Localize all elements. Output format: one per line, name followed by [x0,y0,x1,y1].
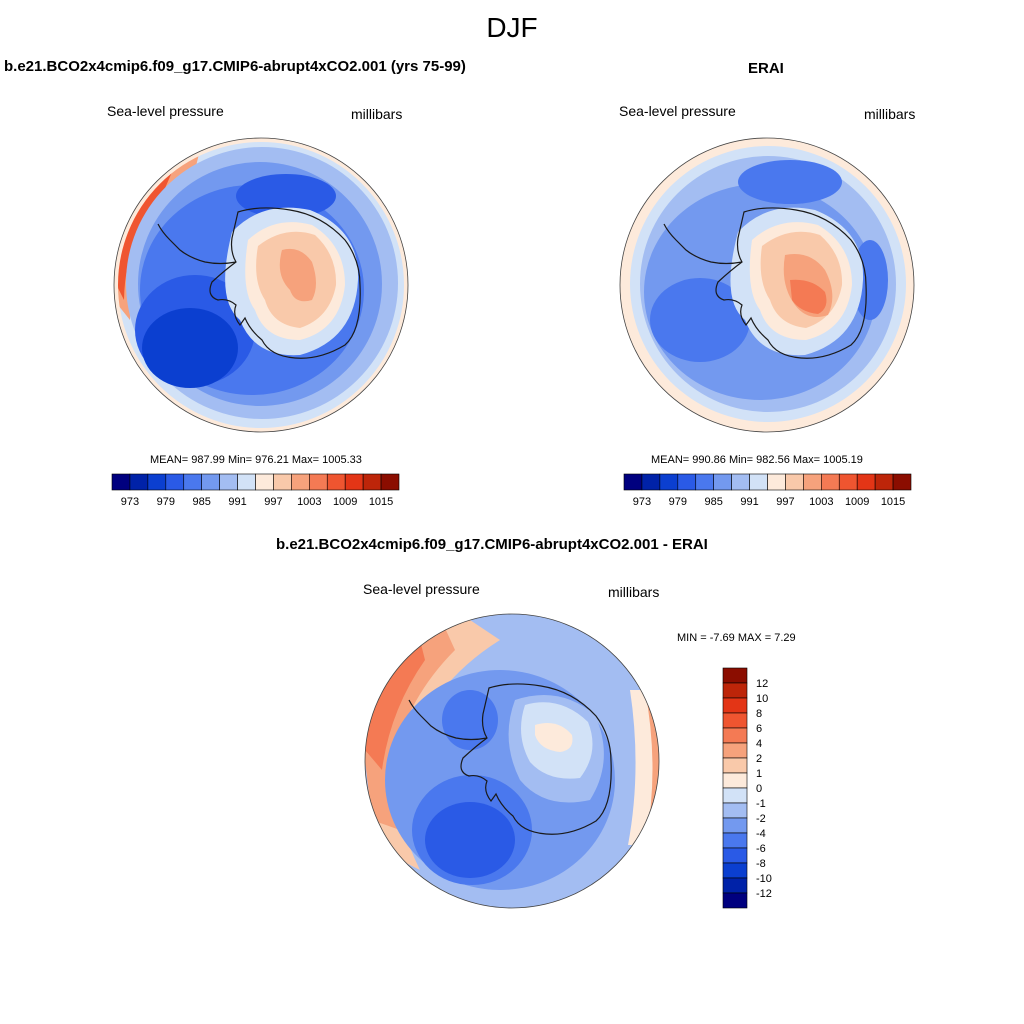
map-model [113,137,409,433]
panel-diff-title: b.e21.BCO2x4cmip6.f09_g17.CMIP6-abrupt4x… [276,536,708,553]
colorbar-diff-tick-label: -2 [756,813,766,825]
colorbar-diff-tick-label: 10 [756,693,768,705]
colorbar-obs-swatch [695,473,714,491]
colorbar-obs: 973 979 985 991 997 1003 1009 1015 [623,473,912,508]
colorbar-diff-swatch [722,892,748,909]
panel-model-units-label: millibars [351,106,403,122]
colorbar-model-tick-label: 1003 [297,496,321,508]
colorbar-diff-swatch [722,757,748,774]
colorbar-diff-swatch [722,697,748,714]
colorbar-obs-swatch [856,473,876,491]
colorbar-diff-tick-label: -8 [756,858,766,870]
panel-diff-variable-label: Sea-level pressure [363,581,480,597]
colorbar-obs-swatch [785,473,804,491]
colorbar-obs-tick-label: 1003 [809,496,833,508]
colorbar-diff-tick-label: 2 [756,753,762,765]
colorbar-model-swatch [326,473,346,491]
colorbar-obs-swatch [713,473,732,491]
colorbar-model-tick-label: 1009 [333,496,357,508]
colorbar-diff-swatch [722,682,748,699]
colorbar-obs-swatch [677,473,697,491]
colorbar-model-swatch [183,473,202,491]
colorbar-model-swatch [309,473,328,491]
colorbar-obs-swatch [803,473,822,491]
colorbar-model-swatch [291,473,310,491]
colorbar-diff-swatch [722,847,748,864]
panel-diff-stats: MIN = -7.69 MAX = 7.29 [677,632,796,644]
colorbar-obs-tick-label: 985 [705,496,723,508]
panel-obs-variable-label: Sea-level pressure [619,103,736,119]
colorbar-model-swatch [344,473,364,491]
colorbar-model: 973 979 985 991 997 1003 1009 1015 [111,473,400,508]
colorbar-diff-swatch [722,667,748,684]
colorbar-obs-swatch [623,473,643,491]
colorbar-obs-swatch [767,473,786,491]
colorbar-obs-tick-label: 973 [633,496,651,508]
panel-obs-stats: MEAN= 990.86 Min= 982.56 Max= 1005.19 [651,454,863,466]
colorbar-obs-tick-label: 991 [740,496,758,508]
colorbar-diff-tick-label: 12 [756,678,768,690]
colorbar-model-swatch [129,473,149,491]
colorbar-model-swatch [255,473,274,491]
map-obs [619,137,915,433]
colorbar-obs-swatch [749,473,768,491]
colorbar-model-swatch [147,473,167,491]
colorbar-obs-tick-label: 1015 [881,496,905,508]
colorbar-obs-swatch [838,473,858,491]
colorbar-model-swatch [201,473,220,491]
colorbar-model-tick-label: 973 [121,496,139,508]
panel-model-stats: MEAN= 987.99 Min= 976.21 Max= 1005.33 [150,454,362,466]
colorbar-model-swatch [219,473,238,491]
colorbar-diff-tick-label: 4 [756,738,762,750]
colorbar-model-swatch [165,473,185,491]
colorbar-diff-tick-label: 1 [756,768,762,780]
colorbar-diff-tick-label: -1 [756,798,766,810]
panel-diff-units-label: millibars [608,584,660,600]
colorbar-diff-swatch [722,742,748,759]
colorbar-obs-tick-label: 979 [669,496,687,508]
colorbar-obs-tick-label: 1009 [845,496,869,508]
season-title: DJF [486,12,538,43]
colorbar-model-swatch [237,473,256,491]
colorbar-model-swatch [273,473,292,491]
colorbar-obs-swatch [821,473,840,491]
colorbar-model-tick-label: 1015 [369,496,393,508]
colorbar-obs-swatch [641,473,661,491]
colorbar-obs-swatch [659,473,679,491]
colorbar-model-tick-label: 985 [193,496,211,508]
colorbar-diff-swatch [722,787,748,804]
colorbar-diff-tick-label: 0 [756,783,762,795]
colorbar-diff-swatch [722,832,748,849]
colorbar-diff-tick-label: -10 [756,873,772,885]
colorbar-model-swatch [111,473,131,491]
colorbar-obs-swatch [892,473,912,491]
colorbar-diff-swatch [722,802,748,819]
panel-model-variable-label: Sea-level pressure [107,103,224,119]
colorbar-diff-swatch [722,712,748,729]
panel-obs-title: ERAI [748,60,784,77]
colorbar-diff-tick-label: -4 [756,828,766,840]
colorbar-diff-tick-label: -6 [756,843,766,855]
colorbar-diff-swatch [722,862,748,879]
colorbar-diff-swatch [722,772,748,789]
colorbar-diff-tick-label: 6 [756,723,762,735]
colorbar-diff-swatch [722,727,748,744]
colorbar-model-tick-label: 979 [157,496,175,508]
colorbar-diff-swatch [722,817,748,834]
colorbar-obs-tick-label: 997 [776,496,794,508]
colorbar-model-swatch [362,473,382,491]
colorbar-diff-tick-label: 8 [756,708,762,720]
panel-model-title: b.e21.BCO2x4cmip6.f09_g17.CMIP6-abrupt4x… [4,58,466,75]
panel-obs-units-label: millibars [864,106,916,122]
colorbar-obs-swatch [874,473,894,491]
colorbar-model-tick-label: 991 [228,496,246,508]
colorbar-model-swatch [380,473,400,491]
colorbar-model-tick-label: 997 [264,496,282,508]
colorbar-obs-swatch [731,473,750,491]
map-diff [364,613,660,909]
colorbar-diff-tick-label: -12 [756,888,772,900]
colorbar-diff-swatch [722,877,748,894]
